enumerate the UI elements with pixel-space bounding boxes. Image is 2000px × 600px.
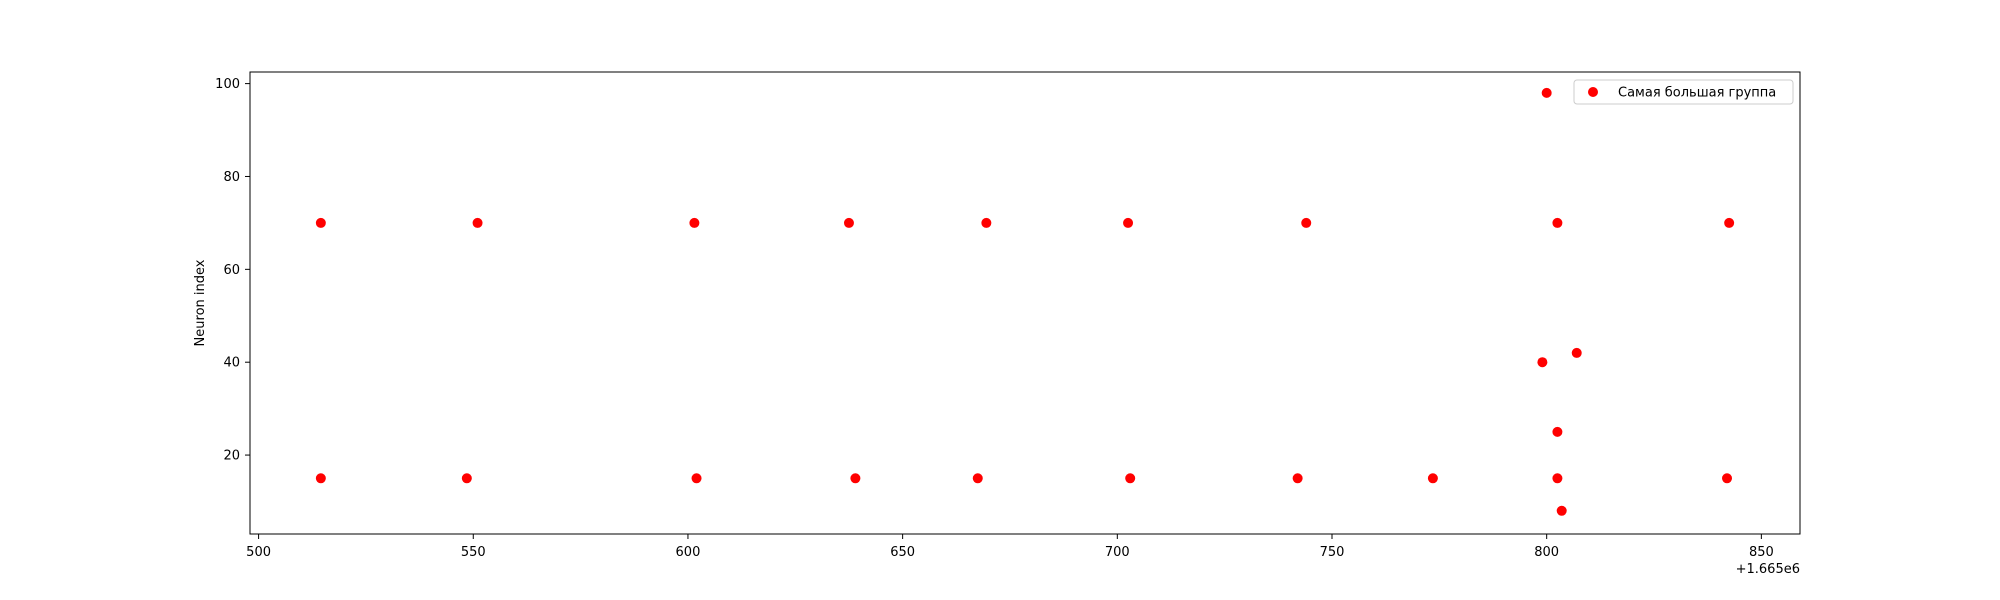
data-point (315, 473, 326, 484)
data-point (843, 217, 854, 228)
data-points (315, 87, 1735, 516)
legend-label: Самая большая группа (1618, 86, 1776, 101)
data-point (1125, 473, 1136, 484)
data-point (850, 473, 861, 484)
data-point (1123, 217, 1134, 228)
x-tick-label: 600 (676, 545, 701, 560)
x-tick-label: 700 (1105, 545, 1130, 560)
y-tick-label: 40 (223, 356, 240, 371)
data-point (1552, 473, 1563, 484)
legend-box (1573, 79, 1794, 105)
y-tick-label: 20 (223, 449, 240, 464)
x-tick-label: 550 (461, 545, 486, 560)
data-point (1552, 426, 1563, 437)
data-point (1427, 473, 1438, 484)
data-point (689, 217, 700, 228)
data-point (1724, 217, 1735, 228)
data-point (461, 473, 472, 484)
x-axis-ticks: 500 550 600 650 700 750 800 850 (246, 534, 1774, 560)
data-point (1722, 473, 1733, 484)
data-point (1571, 347, 1582, 358)
x-axis-offset-label: +1.665e6 (1736, 562, 1800, 577)
data-point (1541, 87, 1552, 98)
x-tick-label: 850 (1749, 545, 1774, 560)
data-point (972, 473, 983, 484)
y-axis-ticks: 20 40 60 80 100 (215, 77, 250, 464)
y-tick-label: 100 (215, 77, 240, 92)
y-axis-label: Neuron index (193, 259, 208, 346)
data-point (691, 473, 702, 484)
plot-area (249, 71, 1801, 535)
data-point (472, 217, 483, 228)
legend: Самая большая группа (1573, 79, 1794, 105)
data-point (1552, 217, 1563, 228)
x-tick-label: 750 (1320, 545, 1345, 560)
legend-marker (1588, 87, 1598, 97)
data-point (1292, 473, 1303, 484)
y-tick-label: 60 (223, 263, 240, 278)
data-point (315, 217, 326, 228)
x-tick-label: 650 (890, 545, 915, 560)
y-tick-label: 80 (223, 170, 240, 185)
data-point (1556, 505, 1567, 516)
data-point (1537, 357, 1548, 368)
data-point (981, 217, 992, 228)
data-point (1301, 217, 1312, 228)
x-tick-label: 800 (1534, 545, 1559, 560)
x-tick-label: 500 (246, 545, 271, 560)
